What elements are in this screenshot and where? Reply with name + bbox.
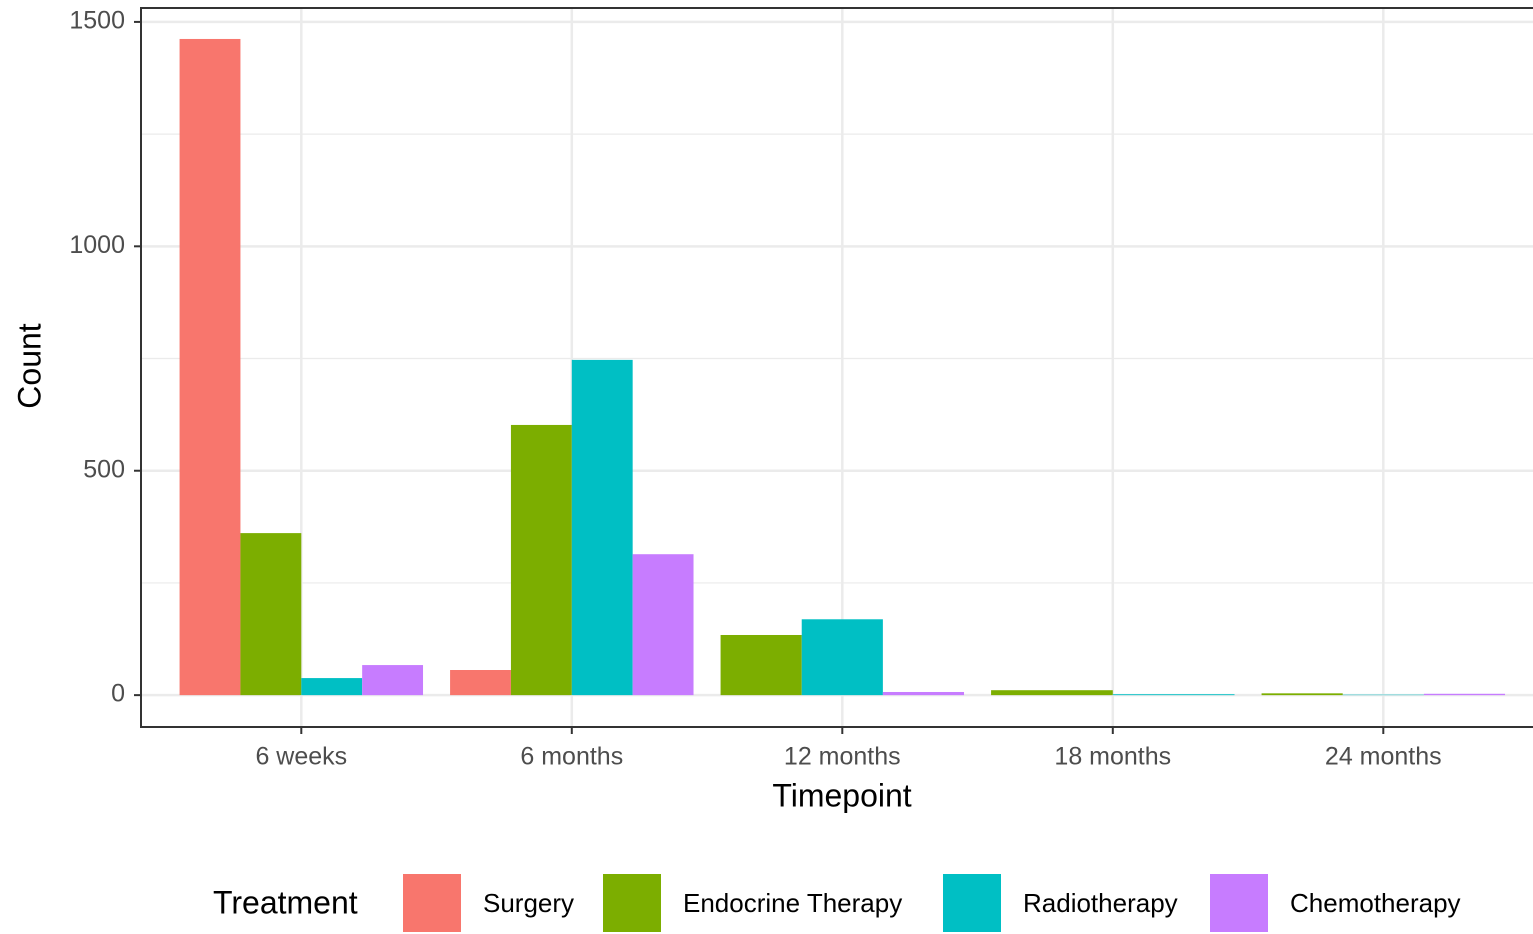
x-tick-label: 12 months (784, 743, 901, 771)
bar (510, 424, 572, 696)
bar (720, 634, 802, 696)
bar (801, 619, 883, 696)
legend-key (1210, 874, 1268, 932)
y-tick-label: 1000 (69, 231, 125, 259)
bar (1261, 693, 1343, 696)
x-tick-label: 24 months (1325, 743, 1442, 771)
bar (301, 678, 363, 696)
x-tick-label: 6 months (520, 743, 623, 771)
bar (240, 533, 302, 696)
x-tick-label: 18 months (1054, 743, 1171, 771)
legend-label: Chemotherapy (1290, 888, 1461, 918)
legend-label: Endocrine Therapy (683, 888, 902, 918)
bar (1423, 693, 1506, 696)
bar (1112, 694, 1235, 696)
bar (632, 554, 694, 696)
x-axis-title: Timepoint (772, 777, 911, 813)
legend-title: Treatment (213, 884, 358, 920)
bar (450, 670, 511, 696)
bar (571, 359, 633, 696)
y-tick-label: 500 (83, 455, 125, 483)
bar (991, 690, 1113, 696)
legend-label: Radiotherapy (1023, 888, 1178, 918)
bar (882, 691, 965, 696)
legend-key (403, 874, 461, 932)
bar (179, 38, 241, 696)
legend-key (943, 874, 1001, 932)
legend-key (603, 874, 661, 932)
bar (362, 665, 424, 696)
x-tick-label: 6 weeks (255, 743, 347, 771)
y-tick-label: 0 (111, 680, 125, 708)
panel-border (140, 7, 1533, 728)
y-tick-label: 1500 (69, 7, 125, 35)
y-axis-title: Count (11, 323, 47, 409)
legend-label: Surgery (483, 888, 574, 918)
